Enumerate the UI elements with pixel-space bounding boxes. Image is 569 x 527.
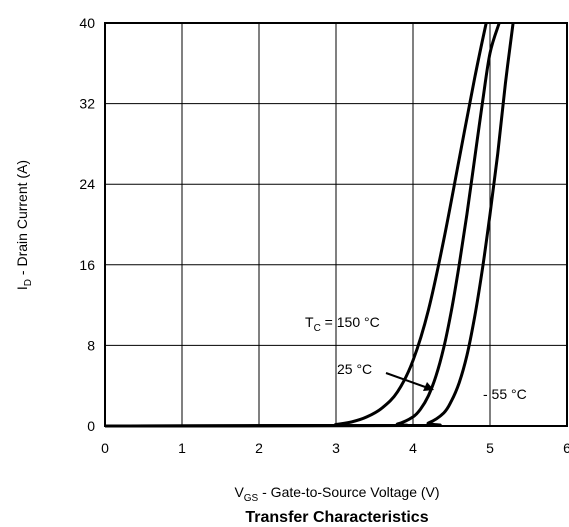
- series-line-1: [104, 22, 501, 428]
- x-axis-label: VGS - Gate-to-Source Voltage (V): [234, 484, 439, 504]
- y-tick-label: 8: [87, 337, 95, 353]
- plot-frame: [104, 22, 568, 427]
- x-tick-label: 0: [101, 440, 109, 456]
- annotation-tc-150: TC = 150 °C: [305, 314, 380, 334]
- grid: [104, 22, 568, 427]
- x-tick-label: 6: [563, 440, 569, 456]
- x-tick-label: 1: [178, 440, 186, 456]
- x-tick-label: 2: [255, 440, 263, 456]
- y-tick-label: 40: [79, 15, 95, 31]
- series-line-2: [104, 22, 515, 428]
- x-tick-label: 4: [409, 440, 417, 456]
- curves: [104, 22, 515, 428]
- series-line-0: [104, 22, 488, 428]
- chart-title: Transfer Characteristics: [245, 509, 428, 526]
- y-tick-label: 32: [79, 96, 95, 112]
- annotation-minus-55c: - 55 °C: [483, 386, 527, 402]
- x-tick-label: 5: [486, 440, 494, 456]
- x-tick-label: 3: [332, 440, 340, 456]
- annotation-arrowhead: [423, 382, 434, 391]
- y-axis-label: ID - Drain Current (A): [14, 160, 34, 290]
- tick-labels: 0 1 2 3 4 5 6 0 8 16 24 32 40: [79, 15, 569, 456]
- y-tick-label: 16: [79, 257, 95, 273]
- annotation-arrow: [385, 372, 429, 389]
- y-tick-label: 24: [79, 176, 95, 192]
- y-tick-label: 0: [87, 418, 95, 434]
- annotation-25c: 25 °C: [337, 361, 372, 377]
